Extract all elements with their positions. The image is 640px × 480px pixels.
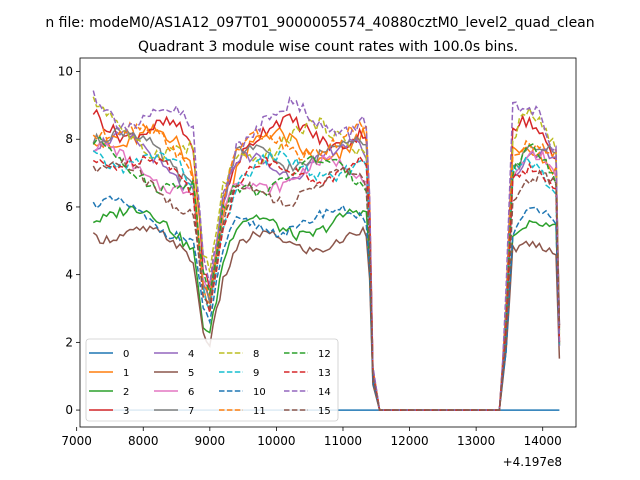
legend-label-6: 6	[188, 387, 194, 398]
x-tick-label: 13000	[457, 434, 495, 448]
legend-label-0: 0	[123, 349, 129, 360]
x-tick-label: 10000	[257, 434, 295, 448]
legend-label-4: 4	[188, 349, 194, 360]
plot-border	[79, 57, 577, 428]
legend-label-12: 12	[318, 349, 331, 360]
legend-label-3: 3	[123, 406, 129, 417]
legend-label-10: 10	[253, 387, 266, 398]
chart-suptitle: n file: modeM0/AS1A12_097T01_9000005574_…	[45, 15, 594, 31]
x-tick-label: 8000	[128, 434, 159, 448]
y-tick-label: 6	[65, 200, 73, 214]
chart-title: Quadrant 3 module wise count rates with …	[138, 39, 518, 55]
x-tick-label: 14000	[524, 434, 562, 448]
x-tick-label: 11000	[324, 434, 362, 448]
y-tick-label: 4	[65, 268, 73, 282]
legend-label-14: 14	[318, 387, 331, 398]
legend-label-13: 13	[318, 368, 331, 379]
y-tick-label: 2	[65, 335, 73, 349]
legend-label-2: 2	[123, 387, 129, 398]
y-tick-label: 8	[65, 132, 73, 146]
y-axis: 0 2 4 6 8 10	[58, 65, 80, 417]
x-tick-label: 9000	[195, 434, 226, 448]
legend-label-1: 1	[123, 368, 129, 379]
y-tick-label: 10	[58, 65, 73, 79]
x-tick-label: 12000	[390, 434, 428, 448]
legend-label-7: 7	[188, 406, 194, 417]
legend-label-15: 15	[318, 406, 331, 417]
x-axis: 7000 8000 9000 10000 11000 12000 13000 14000	[61, 427, 562, 448]
series-layer	[92, 90, 561, 411]
series-line-15	[92, 157, 561, 411]
legend-label-11: 11	[253, 406, 266, 417]
legend-label-8: 8	[253, 349, 259, 360]
legend-box	[85, 338, 339, 422]
x-tick-label: 7000	[61, 434, 92, 448]
legend-label-5: 5	[188, 368, 194, 379]
legend-label-9: 9	[253, 368, 259, 379]
y-tick-label: 0	[65, 403, 73, 417]
x-offset-label: +4.197e8	[503, 455, 562, 469]
